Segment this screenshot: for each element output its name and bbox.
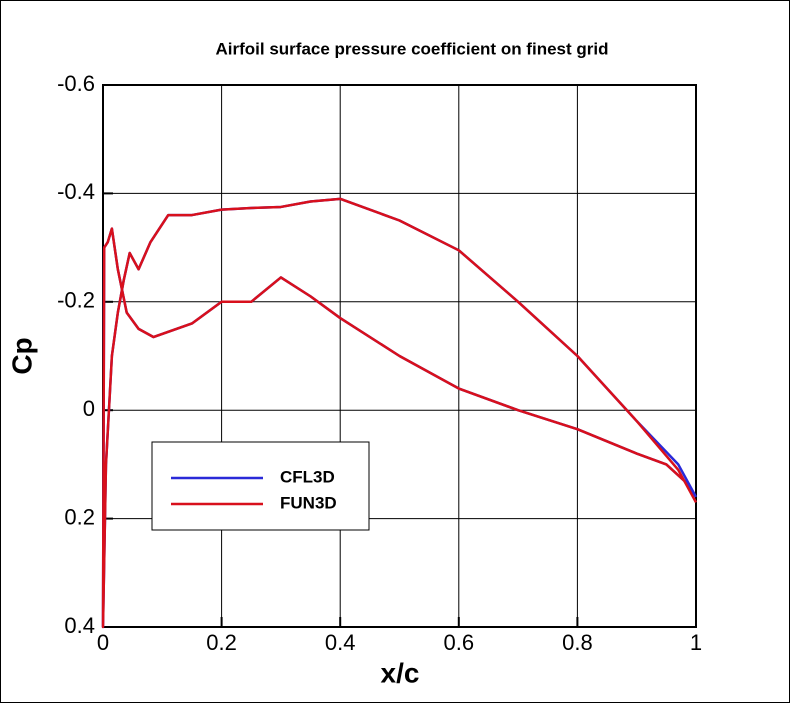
legend-box bbox=[151, 441, 370, 531]
series-line bbox=[101, 197, 698, 629]
y-axis-label: Cp bbox=[6, 337, 37, 374]
x-tick-label: 0.2 bbox=[206, 630, 237, 655]
y-tick-label: -0.4 bbox=[57, 179, 95, 204]
y-tick-label: 0 bbox=[83, 396, 95, 421]
x-tick-label: 1 bbox=[690, 630, 702, 655]
y-tick-label: 0.4 bbox=[64, 613, 95, 638]
x-tick-label: 0.6 bbox=[444, 630, 475, 655]
chart-title: Airfoil surface pressure coefficient on … bbox=[216, 39, 609, 58]
y-tick-label: 0.2 bbox=[64, 504, 95, 529]
legend-label: FUN3D bbox=[280, 493, 337, 512]
y-tick-label: -0.6 bbox=[57, 71, 95, 96]
x-tick-label: 0 bbox=[97, 630, 109, 655]
legend-label: CFL3D bbox=[280, 467, 335, 486]
x-tick-label: 0.4 bbox=[325, 630, 356, 655]
legend: CFL3D FUN3D bbox=[151, 441, 370, 531]
y-tick-label: -0.2 bbox=[57, 288, 95, 313]
x-tick-label: 0.8 bbox=[562, 630, 593, 655]
x-axis-label: x/c bbox=[381, 657, 420, 688]
